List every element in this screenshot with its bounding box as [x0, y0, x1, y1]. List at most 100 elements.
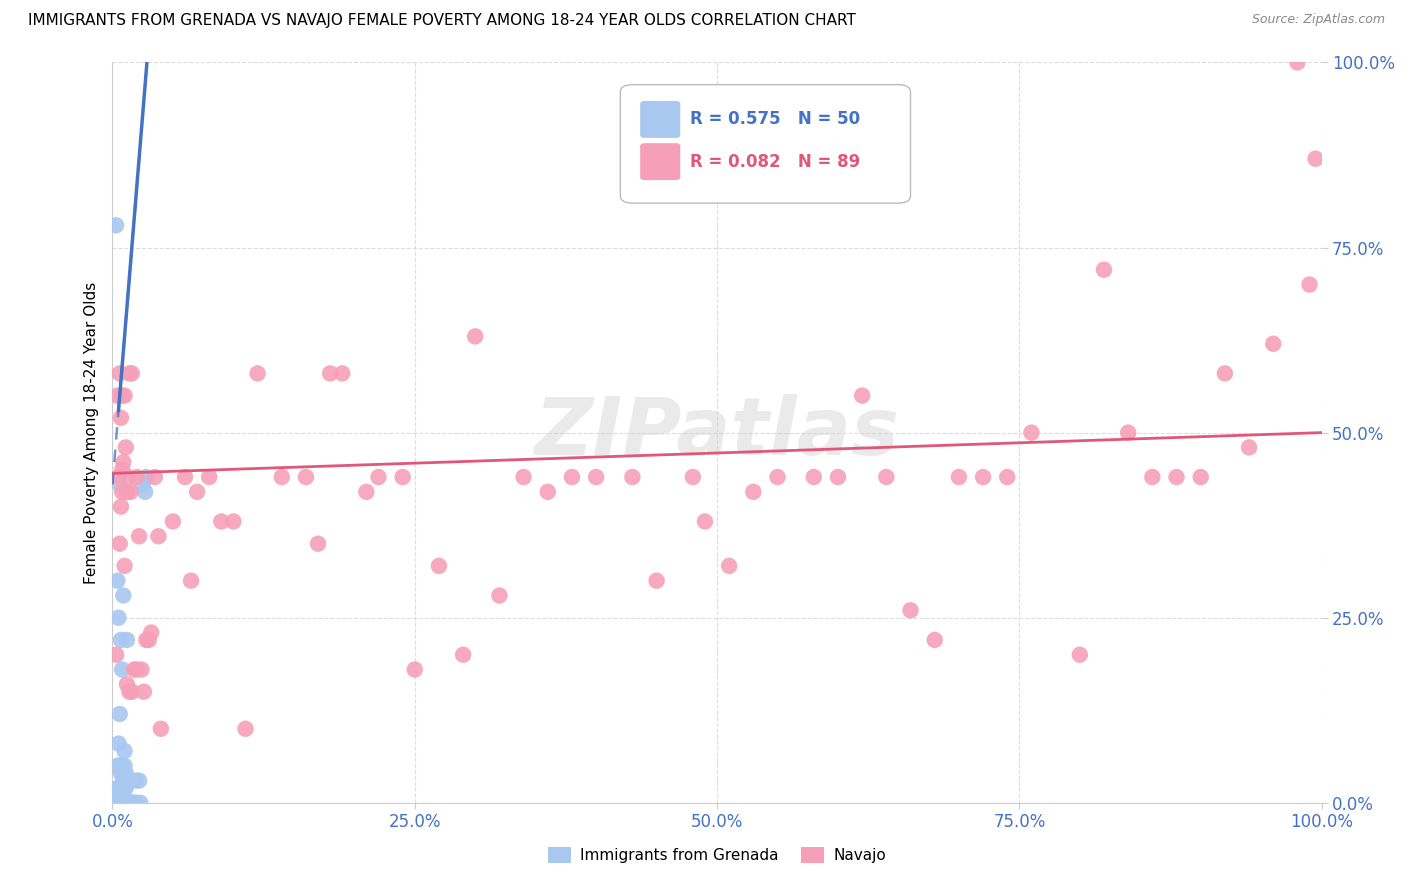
Point	[135, 632, 157, 647]
Point	[621, 470, 644, 484]
Point	[111, 758, 134, 772]
Point	[186, 484, 208, 499]
Point	[561, 470, 583, 484]
Point	[110, 500, 132, 514]
Point	[108, 796, 131, 810]
Point	[121, 685, 143, 699]
Point	[1142, 470, 1164, 484]
Point	[488, 589, 510, 603]
Point	[110, 410, 132, 425]
Point	[585, 470, 607, 484]
Text: IMMIGRANTS FROM GRENADA VS NAVAJO FEMALE POVERTY AMONG 18-24 YEAR OLDS CORRELATI: IMMIGRANTS FROM GRENADA VS NAVAJO FEMALE…	[28, 13, 856, 29]
Point	[875, 470, 897, 484]
FancyBboxPatch shape	[641, 144, 679, 179]
Point	[105, 780, 128, 795]
Point	[451, 648, 474, 662]
Point	[900, 603, 922, 617]
Point	[1305, 152, 1327, 166]
Point	[803, 470, 825, 484]
Point	[143, 470, 166, 484]
Point	[117, 470, 139, 484]
Point	[114, 744, 136, 758]
Point	[1069, 648, 1091, 662]
Point	[108, 706, 131, 721]
Point	[107, 780, 129, 795]
Point	[114, 758, 136, 772]
Point	[122, 796, 145, 810]
Point	[1116, 425, 1139, 440]
Point	[114, 796, 136, 810]
Point	[427, 558, 450, 573]
Point	[115, 796, 138, 810]
Point	[149, 722, 172, 736]
Point	[125, 470, 148, 484]
Point	[105, 219, 128, 233]
Point	[972, 470, 994, 484]
Point	[995, 470, 1018, 484]
Point	[718, 558, 741, 573]
Legend: Immigrants from Grenada, Navajo: Immigrants from Grenada, Navajo	[541, 841, 893, 869]
Point	[295, 470, 318, 484]
Point	[125, 796, 148, 810]
Point	[1298, 277, 1320, 292]
Point	[122, 663, 145, 677]
FancyBboxPatch shape	[620, 85, 911, 203]
Point	[132, 477, 155, 491]
Point	[112, 796, 135, 810]
Point	[141, 625, 163, 640]
Point	[1263, 336, 1285, 351]
Point	[537, 484, 560, 499]
Point	[851, 388, 873, 402]
Point	[209, 515, 232, 529]
Point	[174, 470, 197, 484]
Point	[356, 484, 378, 499]
Point	[128, 773, 150, 788]
Point	[115, 632, 138, 647]
Point	[111, 462, 134, 476]
Point	[111, 780, 134, 795]
Point	[105, 758, 128, 772]
Point	[105, 388, 128, 402]
Point	[766, 470, 789, 484]
Point	[107, 796, 129, 810]
Point	[111, 663, 134, 677]
Point	[117, 796, 139, 810]
Point	[114, 780, 136, 795]
Point	[125, 663, 148, 677]
Point	[1189, 470, 1212, 484]
Point	[118, 796, 141, 810]
Point	[110, 632, 132, 647]
Point	[464, 329, 486, 343]
Point	[114, 558, 136, 573]
Point	[367, 470, 389, 484]
Point	[162, 515, 184, 529]
Point	[114, 766, 136, 780]
Point	[105, 574, 128, 588]
Point	[105, 648, 128, 662]
Point	[246, 367, 269, 381]
Point	[1092, 262, 1115, 277]
Point	[682, 470, 704, 484]
Point	[120, 484, 142, 499]
Point	[222, 515, 245, 529]
Point	[112, 773, 135, 788]
Point	[104, 796, 127, 810]
Point	[135, 470, 157, 484]
Point	[198, 470, 221, 484]
Point	[148, 529, 170, 543]
Point	[108, 758, 131, 772]
Point	[111, 796, 134, 810]
Point	[134, 484, 156, 499]
Point	[319, 367, 342, 381]
Y-axis label: Female Poverty Among 18-24 Year Olds: Female Poverty Among 18-24 Year Olds	[83, 282, 98, 583]
Text: R = 0.575   N = 50: R = 0.575 N = 50	[690, 111, 860, 128]
Point	[1213, 367, 1236, 381]
Point	[108, 367, 131, 381]
Point	[115, 484, 138, 499]
Point	[512, 470, 534, 484]
Point	[108, 536, 131, 550]
Point	[235, 722, 257, 736]
Point	[121, 796, 143, 810]
Point	[924, 632, 946, 647]
Point	[132, 685, 155, 699]
